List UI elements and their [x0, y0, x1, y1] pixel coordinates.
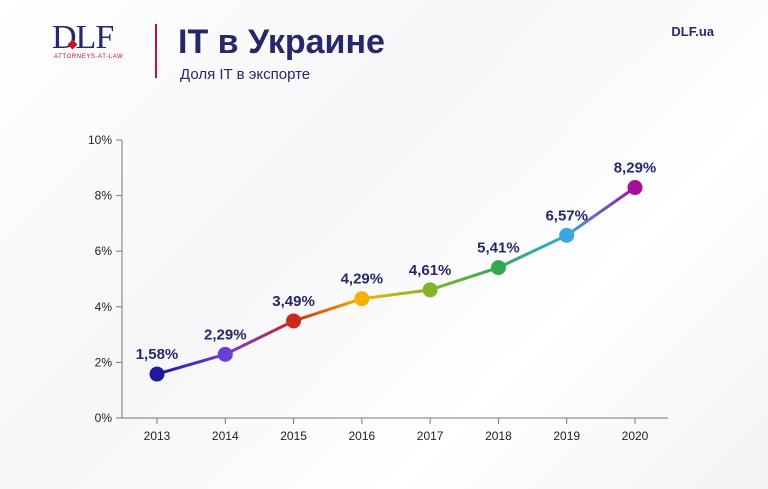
series-line-segment — [565, 186, 637, 237]
x-tick-label: 2019 — [553, 429, 580, 443]
data-point — [217, 346, 233, 362]
data-label: 2,29% — [204, 326, 247, 343]
logo-subtitle: ATTORNEYS-AT-LAW — [54, 54, 124, 60]
data-label: 3,49% — [272, 293, 315, 310]
data-point — [627, 180, 643, 196]
y-tick-label: 2% — [95, 355, 113, 369]
y-tick-label: 6% — [95, 244, 113, 258]
y-tick-label: 4% — [95, 300, 113, 314]
data-point — [490, 260, 506, 276]
series-line-segment — [155, 352, 227, 376]
x-tick-label: 2015 — [280, 429, 307, 443]
data-point — [286, 313, 302, 329]
x-tick-label: 2016 — [349, 429, 376, 443]
data-point — [559, 227, 575, 243]
dlf-logo: DLF ATTORNEYS-AT-LAW — [52, 20, 134, 64]
x-tick-label: 2017 — [417, 429, 444, 443]
x-tick-label: 2013 — [144, 429, 171, 443]
data-label: 4,29% — [341, 271, 384, 288]
series-line-segment — [428, 266, 500, 292]
data-label: 5,41% — [477, 240, 520, 257]
series-line-segment — [292, 297, 364, 323]
page-subtitle: Доля IT в экспорте — [180, 66, 311, 83]
x-tick-label: 2018 — [485, 429, 512, 443]
data-label: 4,61% — [409, 262, 452, 279]
y-tick-label: 10% — [88, 133, 112, 147]
y-tick-label: 0% — [95, 411, 113, 425]
page-title: IT в Украине — [178, 23, 385, 61]
series-line-segment — [360, 288, 432, 301]
y-tick-label: 8% — [95, 189, 113, 203]
data-point — [149, 366, 165, 382]
x-tick-label: 2014 — [212, 429, 239, 443]
data-label: 8,29% — [614, 160, 657, 177]
site-link[interactable]: DLF.ua — [671, 24, 714, 39]
data-label: 1,58% — [136, 346, 179, 363]
data-point — [354, 291, 370, 307]
series-line-segment — [496, 233, 569, 270]
data-point — [422, 282, 438, 298]
logo-text: DLF — [52, 19, 114, 56]
header-divider — [155, 24, 157, 78]
series-line-segment — [223, 319, 296, 356]
x-tick-label: 2020 — [622, 429, 649, 443]
data-label: 6,57% — [545, 207, 588, 224]
